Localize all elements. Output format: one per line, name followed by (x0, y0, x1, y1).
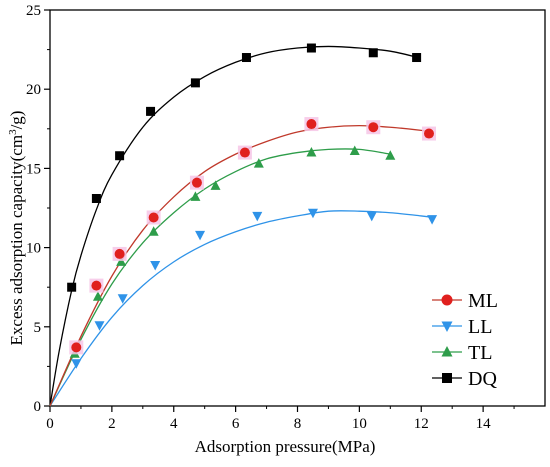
data-point-dq (91, 193, 101, 203)
data-point-ll (307, 208, 318, 219)
legend-item-dq: DQ (432, 368, 497, 390)
data-markers (67, 43, 438, 369)
legend-label: LL (468, 316, 492, 338)
y-tick-label: 0 (34, 399, 42, 415)
y-tick-label: 5 (34, 320, 42, 336)
data-point-ll (117, 294, 128, 304)
data-point-dq (67, 282, 77, 292)
y-tick-label: 20 (26, 82, 41, 98)
data-point-ll (195, 230, 206, 241)
y-tick-label: 10 (26, 241, 41, 257)
legend-label: ML (468, 290, 498, 312)
fit-curve-tl (49, 148, 391, 407)
fit-curve-dq (49, 45, 419, 407)
data-point-ll (94, 321, 105, 331)
data-point-ll (71, 359, 82, 369)
data-point-ll (252, 211, 263, 222)
data-point-tl (349, 145, 360, 155)
series-ml (69, 117, 436, 355)
data-point-tl (253, 158, 264, 168)
data-point-ll (366, 211, 377, 222)
fit-curve-ll (49, 210, 434, 407)
data-point-ml (368, 122, 379, 133)
legend-item-ml: ML (432, 290, 498, 312)
legend: ML LL TL DQ (432, 290, 498, 390)
data-point-tl (306, 147, 317, 157)
legend-marker (441, 321, 453, 332)
data-point-dq (306, 43, 316, 53)
y-axis-label-prefix: Excess adsorption capacity(cm (7, 135, 26, 346)
data-point-tl (148, 226, 159, 236)
y-axis-label-superscript: 3 (7, 129, 19, 135)
legend-label: TL (468, 342, 492, 364)
data-point-tl (116, 256, 127, 266)
data-point-ml (114, 248, 125, 259)
data-point-ml (423, 128, 434, 139)
data-point-ml (306, 119, 317, 130)
x-tick-label: 12 (414, 416, 429, 432)
x-tick-label: 10 (352, 416, 367, 432)
data-point-ml (191, 177, 202, 188)
data-point-dq (412, 53, 422, 63)
data-point-ll (150, 261, 161, 271)
data-point-ml (91, 280, 102, 291)
y-axis-label-suffix: /g) (7, 111, 26, 130)
legend-label: DQ (468, 368, 497, 390)
series-dq (67, 43, 422, 292)
data-point-tl (210, 180, 221, 190)
axes: 0 2 4 6 8 10 12 14 0 5 10 15 20 25 (26, 3, 546, 432)
x-tick-label: 4 (170, 416, 178, 432)
x-axis-label: Adsorption pressure(MPa) (195, 437, 376, 456)
legend-marker (441, 346, 453, 357)
fit-curves (49, 45, 434, 407)
y-tick-label: 15 (26, 161, 41, 177)
x-tick-label: 2 (108, 416, 116, 432)
series-tl (69, 145, 396, 358)
x-tick-label: 6 (232, 416, 240, 432)
x-tick-label: 8 (294, 416, 302, 432)
data-point-dq (368, 48, 378, 58)
legend-item-tl: TL (432, 342, 492, 364)
x-tick-label: 0 (46, 416, 54, 432)
data-point-dq (115, 151, 125, 161)
y-axis-label: Excess adsorption capacity(cm3/g) (7, 111, 26, 346)
data-point-tl (190, 191, 201, 201)
data-point-ml (71, 342, 82, 353)
data-point-dq (190, 78, 200, 88)
legend-marker (441, 294, 453, 306)
data-point-dq (146, 106, 156, 116)
data-point-ml (148, 212, 159, 223)
fit-curve-ml (49, 124, 431, 407)
data-point-ll (427, 215, 438, 225)
data-point-dq (241, 53, 251, 63)
x-tick-label: 14 (476, 416, 492, 432)
data-point-ml (239, 147, 250, 158)
series-ll (71, 208, 438, 369)
legend-marker (442, 373, 452, 383)
data-point-tl (385, 150, 396, 160)
legend-item-ll: LL (432, 316, 492, 338)
y-tick-label: 25 (26, 3, 41, 19)
data-point-tl (92, 291, 103, 301)
